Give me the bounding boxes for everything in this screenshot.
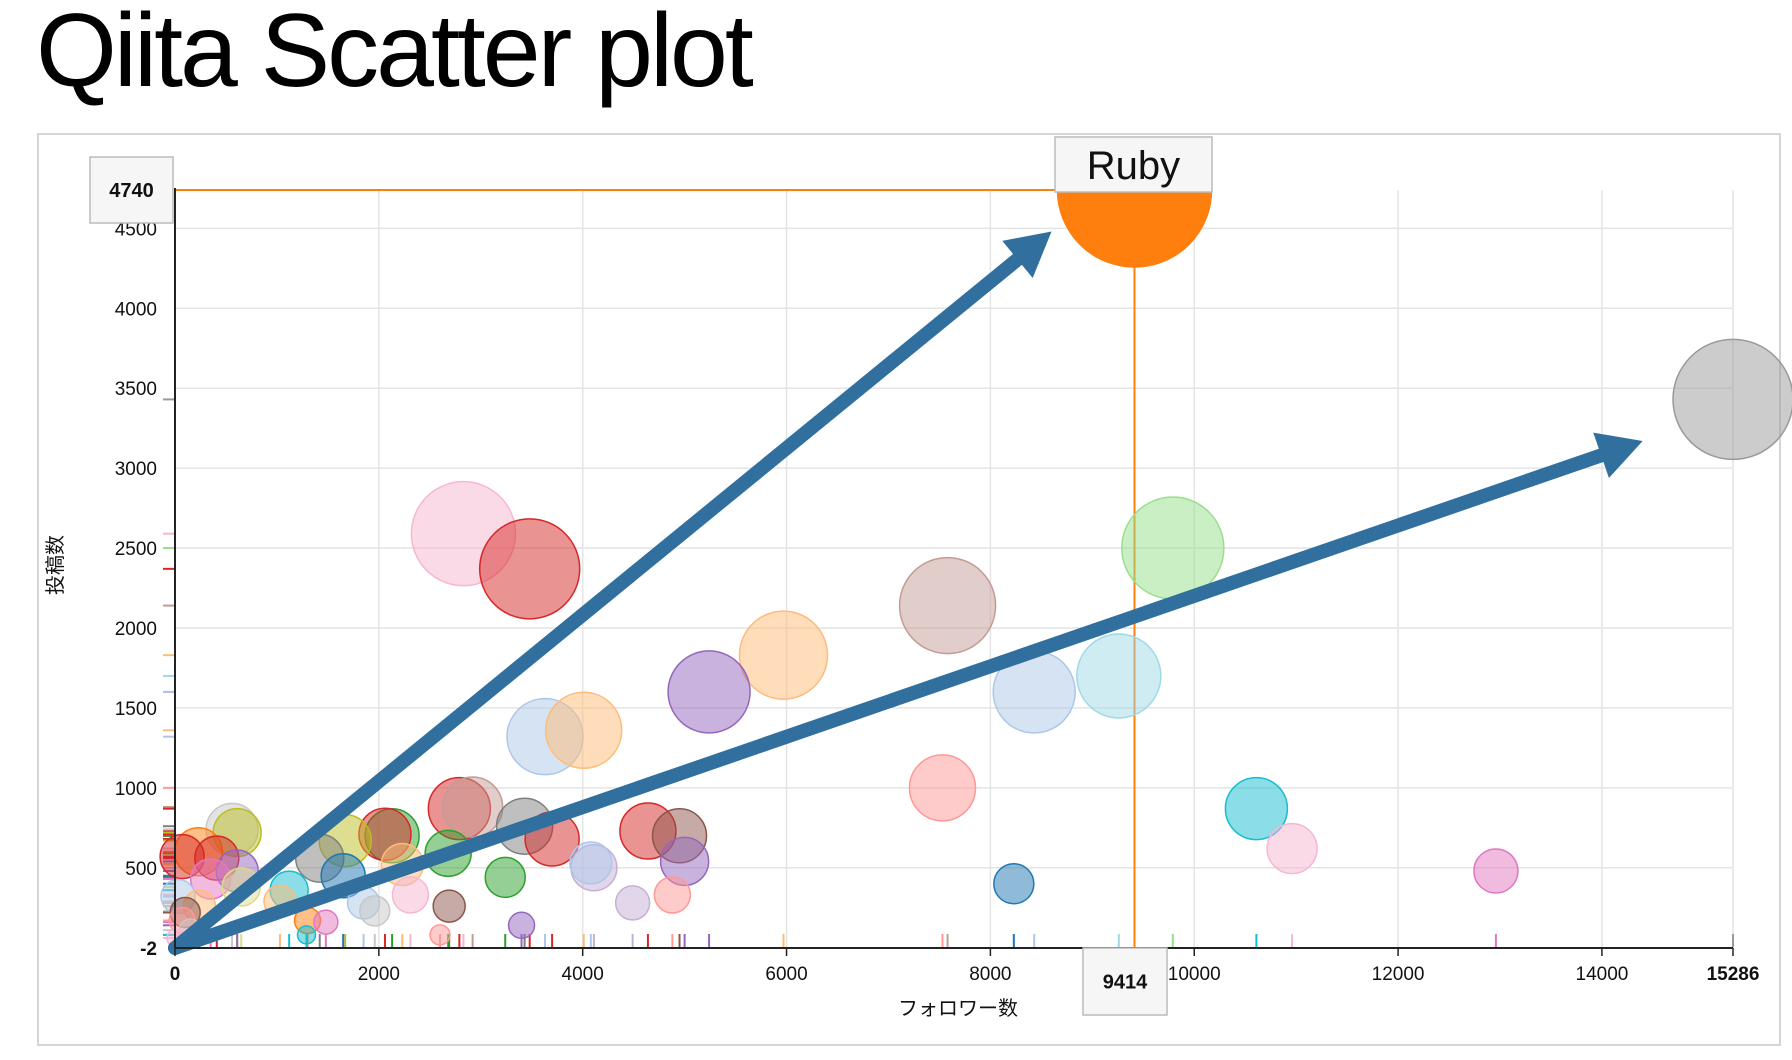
data-point[interactable]	[359, 895, 391, 927]
y-tick-label: 4000	[115, 299, 157, 320]
arrow-shaft	[168, 448, 1609, 955]
x-tick-label: 4000	[562, 964, 604, 985]
data-point[interactable]	[1076, 633, 1162, 719]
x-tick-label: 15286	[1707, 964, 1760, 985]
data-point[interactable]	[1672, 338, 1792, 461]
data-point[interactable]	[908, 754, 977, 822]
data-point[interactable]	[478, 518, 581, 620]
y-tick-label: 3000	[115, 459, 157, 480]
data-point[interactable]	[653, 876, 692, 914]
ruby-tooltip: Ruby	[1054, 136, 1213, 193]
data-point[interactable]	[296, 925, 317, 945]
x-tick-label: 10000	[1168, 964, 1221, 985]
x-tick-label: 2000	[358, 964, 400, 985]
data-point[interactable]	[1266, 822, 1318, 875]
y-tick-label: -2	[140, 939, 157, 960]
data-point[interactable]	[667, 650, 751, 734]
x-tick-label: 8000	[969, 964, 1011, 985]
y-max-badge-text: 4740	[109, 180, 154, 202]
data-point[interactable]	[429, 924, 451, 946]
data-point[interactable]	[614, 885, 651, 921]
data-point[interactable]	[441, 776, 504, 838]
data-point[interactable]	[993, 862, 1035, 905]
x-crosshair-badge: 9414	[1082, 947, 1168, 1016]
data-point[interactable]	[1473, 848, 1519, 894]
x-tick-label: 6000	[765, 964, 807, 985]
y-tick-label: 1000	[115, 779, 157, 800]
data-point[interactable]	[391, 876, 430, 914]
y-tick-label: 1500	[115, 699, 157, 720]
y-max-badge-box	[89, 156, 174, 224]
data-point[interactable]	[569, 841, 613, 885]
y-tick-label: 500	[125, 859, 157, 880]
data-point[interactable]	[484, 856, 526, 899]
badges: 4740 9414 Ruby	[89, 136, 1213, 1016]
data-point[interactable]	[432, 889, 466, 923]
arrow-shaft	[168, 252, 1025, 955]
x-tick-label: 14000	[1576, 964, 1629, 985]
y-tick-label: 4500	[115, 219, 157, 240]
y-tick-label: 3500	[115, 379, 157, 400]
x-tick-label: 0	[170, 964, 181, 985]
x-axis-label: フォロワー数	[898, 996, 1018, 1020]
page-title: Qiita Scatter plot	[36, 0, 754, 109]
data-point[interactable]	[544, 691, 623, 770]
data-point[interactable]	[1224, 776, 1289, 841]
y-axis-label: 投稿数	[43, 535, 67, 595]
y-max-badge: 4740	[89, 156, 174, 224]
data-point[interactable]	[313, 909, 339, 935]
data-point[interactable]	[898, 556, 997, 655]
data-point[interactable]	[507, 911, 536, 940]
axes: 0 2000 4000 6000 8000 10000 12000 14000 15286 -2 5…	[115, 188, 1760, 985]
x-crosshair-badge-text: 9414	[1103, 972, 1148, 994]
arrow-head	[1002, 231, 1052, 278]
arrow-head	[1593, 432, 1643, 479]
ruby-tooltip-text: Ruby	[1087, 144, 1180, 188]
y-tick-label: 2500	[115, 539, 157, 560]
arrows	[168, 231, 1643, 955]
x-crosshair-badge-box	[1082, 947, 1168, 1016]
y-tick-label: 2000	[115, 619, 157, 640]
x-tick-label: 12000	[1372, 964, 1425, 985]
ruby-tooltip-box	[1054, 136, 1213, 193]
data-point[interactable]	[738, 610, 829, 700]
